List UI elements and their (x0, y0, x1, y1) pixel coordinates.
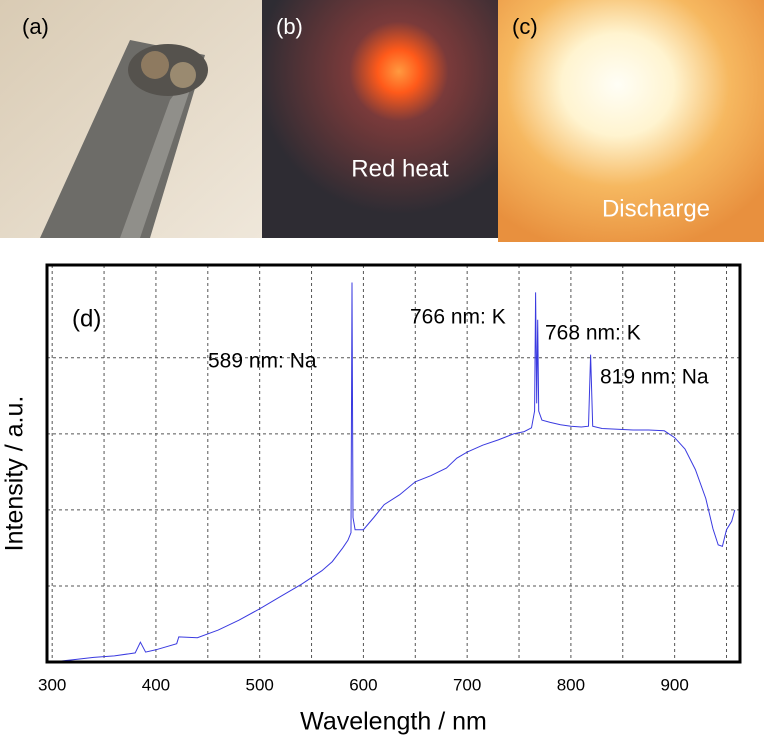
x-tick-label: 700 (453, 675, 481, 694)
annotation: 766 nm: K (410, 306, 506, 329)
x-tick-label: 500 (245, 675, 273, 694)
panel-label: (d) (72, 305, 101, 332)
panel-caption: Discharge (602, 195, 710, 222)
spectrum-line (52, 282, 736, 663)
panel-caption: Red heat (351, 155, 449, 182)
x-tick-label: 900 (660, 675, 688, 694)
chart: 300 400 500 600 700 800 900 (d) 589 nm: Na 766 nm… (1, 263, 742, 736)
x-axis-label: Wavelength / nm (300, 708, 487, 736)
photo-b (262, 0, 498, 238)
annotation: 819 nm: Na (600, 366, 709, 389)
x-tick-label: 800 (557, 675, 585, 694)
photo-a (0, 0, 262, 238)
plot-frame (45, 263, 742, 664)
photo-c (498, 0, 764, 242)
x-tick-label: 600 (349, 675, 377, 694)
x-tick-label: 400 (142, 675, 170, 694)
panel-label: (a) (22, 14, 49, 39)
panel-label: (c) (512, 14, 538, 39)
annotation: 589 nm: Na (208, 350, 317, 373)
annotation: 768 nm: K (545, 322, 641, 345)
x-tick-label: 300 (38, 675, 66, 694)
panel-label: (b) (276, 14, 303, 39)
y-axis-label: Intensity / a.u. (1, 396, 29, 552)
